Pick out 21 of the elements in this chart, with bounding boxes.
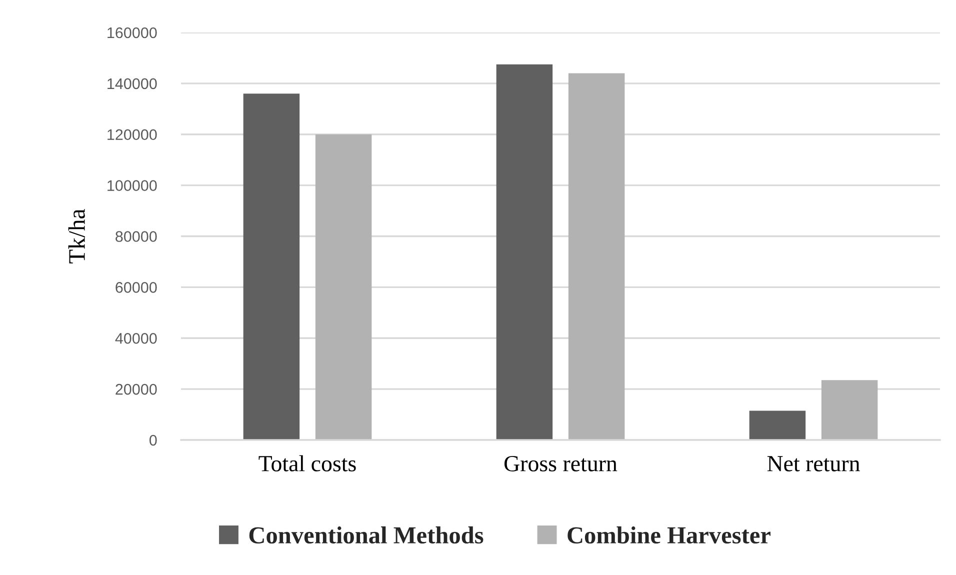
bar: [496, 64, 553, 440]
y-tick-label: 20000: [116, 384, 157, 395]
x-tick-label: Gross return: [504, 456, 618, 472]
bar: [315, 134, 372, 440]
y-tick-label: 100000: [108, 180, 157, 191]
y-tick-label: 0: [149, 434, 157, 446]
y-tick-label: 140000: [108, 78, 157, 90]
y-tick-label: 60000: [116, 282, 157, 293]
y-tick-label: 40000: [115, 332, 157, 344]
bar: [749, 410, 806, 440]
bar: [568, 73, 625, 440]
bar: [821, 380, 878, 440]
x-tick-label: Total costs: [258, 455, 356, 472]
legend-label: Combine Harvester: [568, 526, 770, 544]
x-tick-label: Net return: [767, 456, 860, 472]
legend-label: Conventional Methods: [249, 526, 484, 544]
y-axis-title: Tk/ha: [68, 209, 85, 264]
y-tick-label: 80000: [116, 231, 157, 242]
y-tick-label: 160000: [108, 27, 157, 38]
y-tick-label: 120000: [108, 129, 157, 140]
bar: [243, 94, 300, 440]
